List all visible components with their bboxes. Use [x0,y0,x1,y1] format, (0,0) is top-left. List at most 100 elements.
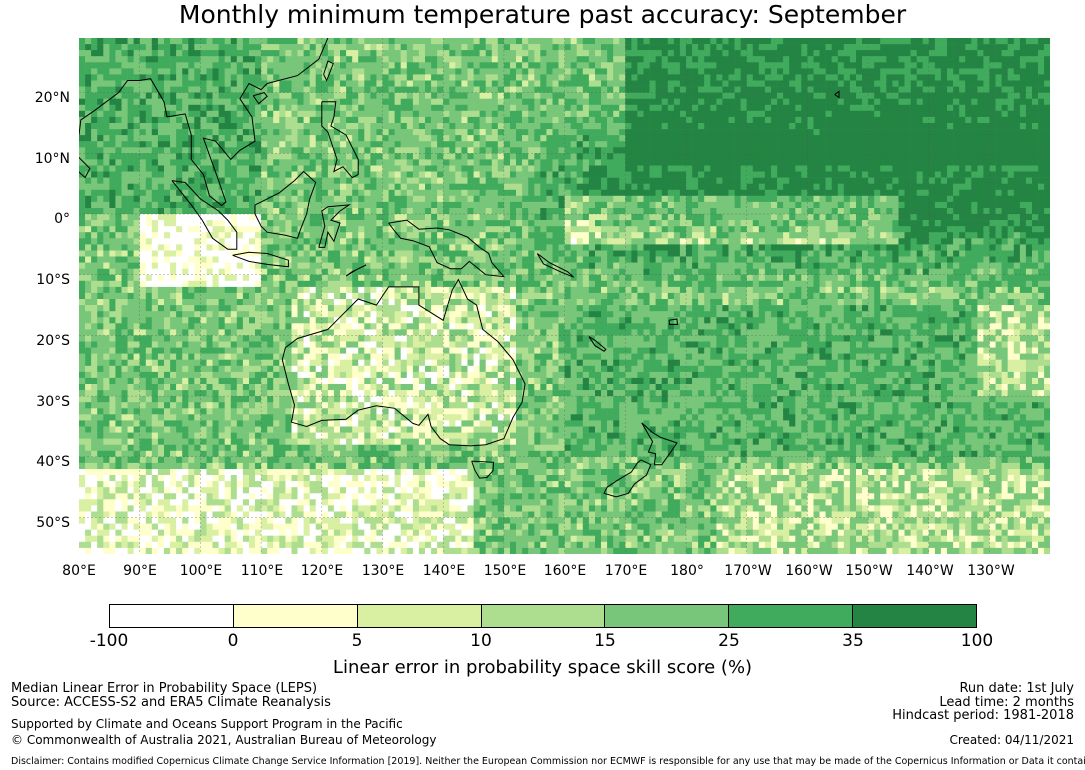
skill-cell [868,177,875,184]
skill-cell [959,92,966,99]
skill-cell [934,116,942,124]
skill-cell [625,208,632,215]
skill-cell [97,92,104,99]
skill-cell [255,123,262,130]
skill-cell [473,50,480,57]
skill-cell [97,50,104,57]
skill-cell [297,74,304,81]
skill-cell [194,86,201,93]
skill-cell [619,44,626,51]
skill-cell [182,195,189,203]
skill-cell [412,183,420,191]
skill-cell [655,165,662,172]
skill-cell [164,153,171,160]
skill-cell [1025,183,1033,191]
skill-cell [789,147,796,154]
skill-cell [716,44,723,51]
skill-cell [443,92,450,99]
skill-cell [752,129,760,136]
skill-cell [321,201,329,209]
skill-cell [151,50,159,57]
skill-cell [449,159,456,166]
skill-cell [989,86,996,93]
skill-cell [843,171,851,178]
skill-cell [1007,165,1015,172]
skill-cell [795,189,802,197]
skill-cell [145,86,153,93]
skill-cell [418,62,426,69]
skill-cell [704,135,711,142]
skill-cell [1007,98,1015,106]
skill-cell [503,195,511,203]
skill-cell [473,220,480,227]
skill-cell [1025,159,1033,166]
skill-cell [400,165,408,172]
skill-cell [631,62,638,69]
skill-cell [704,153,711,160]
skill-cell [485,159,493,166]
skill-cell [327,129,335,136]
skill-cell [601,86,608,93]
skill-cell [352,165,359,172]
skill-cell [856,38,863,45]
skill-cell [801,74,808,81]
skill-cell [655,44,662,51]
skill-cell [340,177,347,184]
skill-cell [491,92,499,99]
skill-cell [801,56,808,63]
skill-cell [455,56,462,63]
skill-cell [904,104,911,112]
skill-cell [631,44,638,51]
skill-cell [212,147,219,154]
skill-cell [364,38,371,45]
skill-cell [892,104,899,112]
skill-cell [643,92,650,99]
skill-cell [182,183,189,191]
skill-cell [151,135,159,142]
skill-cell [151,195,159,203]
skill-cell [516,220,523,227]
skill-cell [297,165,304,172]
skill-cell [698,68,705,75]
skill-cell [267,129,274,136]
skill-cell [825,104,832,112]
skill-cell [813,104,820,112]
skill-cell [255,165,262,172]
skill-cell [868,68,875,75]
skill-cell [752,110,760,118]
skill-cell [795,80,802,87]
skill-cell [109,165,116,172]
skill-cell [868,110,875,118]
skill-cell [819,165,826,172]
skill-cell [97,56,104,63]
skill-cell [242,62,250,69]
skill-cell [230,226,238,233]
skill-cell [679,104,687,112]
skill-cell [352,38,359,45]
skill-cell [764,56,772,63]
skill-cell [740,214,747,221]
skill-cell [947,86,954,93]
skill-cell [79,68,86,75]
skill-cell [79,56,86,63]
skill-cell [279,208,286,215]
skill-cell [995,129,1002,136]
skill-cell [164,177,171,184]
skill-cell [619,38,626,45]
skill-cell [1038,74,1045,81]
skill-cell [443,116,450,124]
skill-cell [746,147,754,154]
skill-cell [588,86,596,93]
skill-cell [516,183,523,191]
skill-cell [346,86,353,93]
skill-cell [394,189,401,197]
skill-cell [291,116,298,124]
skill-cell [1044,44,1050,51]
skill-cell [613,129,620,136]
skill-cell [771,220,778,227]
skill-cell [249,153,256,160]
skill-cell [503,74,511,81]
skill-cell [789,159,796,166]
skill-cell [965,104,972,112]
skill-cell [206,159,213,166]
